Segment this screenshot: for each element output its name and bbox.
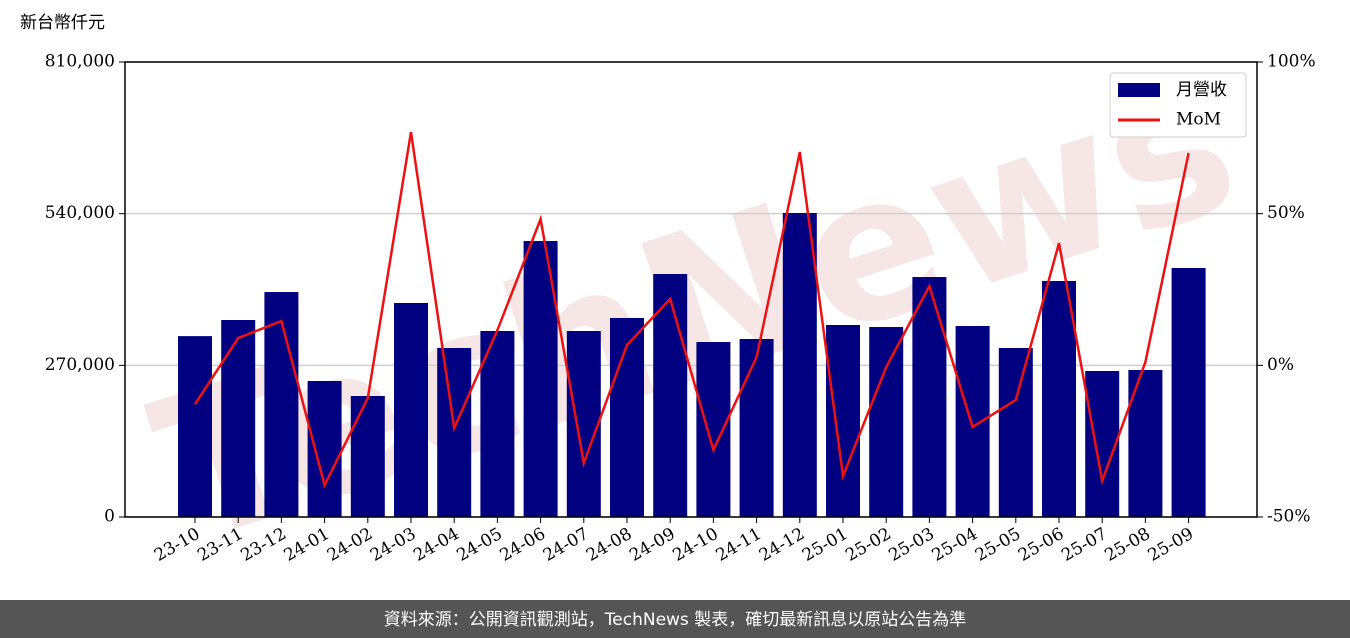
bar [826,325,860,517]
bar [610,317,644,517]
x-tick-label: 25-01 [799,524,851,566]
bar [1171,267,1206,517]
bar [437,347,472,517]
bar [739,338,774,517]
y-tick-label: 0 [104,507,115,527]
x-tick-label: 25-07 [1058,524,1110,566]
bar [178,336,212,517]
bar [782,212,817,517]
bar [998,347,1033,517]
x-tick-label: 24-09 [626,524,678,566]
y2-tick-label: -50% [1267,507,1311,527]
legend-label: 月營收 [1176,80,1227,100]
y-tick-label: 810,000 [45,52,115,72]
x-tick-label: 24-12 [756,524,808,566]
x-tick-label: 25-05 [972,524,1024,566]
bar [1085,371,1120,517]
y2-tick-label: 50% [1267,203,1305,223]
bar [264,292,299,517]
line [193,131,1190,489]
y2-tick-label: 100% [1267,52,1316,72]
footer-bar [0,600,1350,638]
bar [1042,281,1076,517]
x-tick-label: 25-02 [842,524,894,566]
x-tick-label: 24-07 [540,524,592,566]
x-tick-label: 25-04 [929,524,981,566]
y-tick-label: 270,000 [45,355,115,375]
x-tick-label: 24-08 [583,524,635,566]
x-tick-label: 24-06 [497,524,549,566]
bar [566,331,601,517]
bar [307,381,342,517]
bar [221,320,256,517]
plot-frame [124,61,1258,518]
x-tick-label: 24-11 [713,524,765,566]
x-tick-label: 24-10 [669,524,721,566]
x-tick-label: 25-03 [885,524,937,566]
legend-label: MoM [1176,110,1221,130]
bar [955,326,990,517]
bar [912,277,947,517]
x-tick-label: 25-08 [1101,524,1153,566]
y-axis-unit: 新台幣仟元 [20,13,105,33]
x-tick-label: 25-09 [1145,524,1197,566]
x-tick-label: 25-06 [1015,524,1067,566]
bar [480,331,515,517]
bar [696,342,731,517]
y2-tick-label: 0% [1267,355,1294,375]
y-tick-label: 540,000 [45,203,115,223]
x-tick-label: 24-05 [453,524,505,566]
footer: 資料來源：公開資訊觀測站，TechNews 製表，確切最新訊息以原站公告為準 [384,610,966,630]
bar [653,273,688,517]
legend-swatch [1118,83,1160,97]
x-tick-label: 24-04 [410,524,462,566]
bar [394,302,428,517]
bar [350,396,385,517]
bar [869,327,904,517]
